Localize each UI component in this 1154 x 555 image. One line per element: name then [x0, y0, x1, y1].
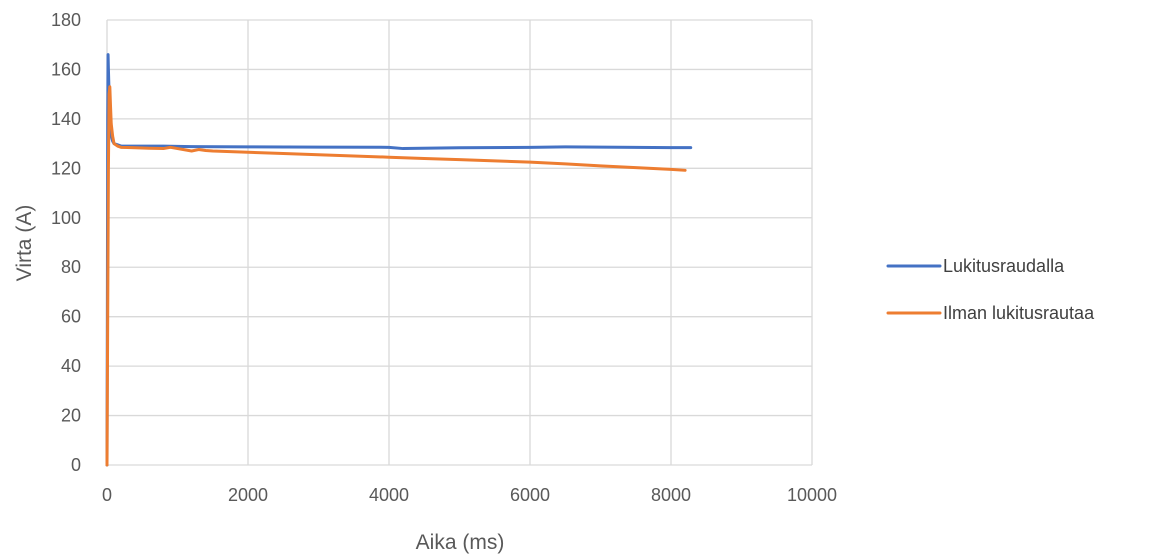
y-tick-label: 180 — [51, 10, 81, 30]
y-tick-labels: 0 20 40 60 80 100 120 140 160 180 — [51, 10, 81, 475]
y-tick-label: 160 — [51, 59, 81, 79]
x-tick-label: 4000 — [369, 485, 409, 505]
series-line-ilman-lukitusrautaa — [105, 85, 687, 467]
y-tick-label: 80 — [61, 257, 81, 277]
y-tick-label: 20 — [61, 406, 81, 426]
y-tick-label: 140 — [51, 109, 81, 129]
y-axis-title: Virta (A) — [13, 205, 36, 282]
series-line-lukitusraudalla — [105, 53, 693, 467]
legend-item-ilman-lukitusrautaa: Ilman lukitusrautaa — [886, 303, 1095, 323]
y-tick-label: 40 — [61, 356, 81, 376]
y-tick-label: 100 — [51, 208, 81, 228]
legend: Lukitusraudalla Ilman lukitusrautaa — [886, 256, 1095, 323]
legend-item-lukitusraudalla: Lukitusraudalla — [886, 256, 1065, 276]
y-tick-label: 120 — [51, 158, 81, 178]
legend-label-lukitusraudalla: Lukitusraudalla — [943, 256, 1065, 276]
x-tick-label: 6000 — [510, 485, 550, 505]
x-tick-label: 2000 — [228, 485, 268, 505]
y-tick-label: 60 — [61, 307, 81, 327]
legend-label-ilman-lukitusrautaa: Ilman lukitusrautaa — [943, 303, 1095, 323]
x-tick-labels: 0 2000 4000 6000 8000 10000 — [102, 485, 837, 505]
x-tick-label: 8000 — [651, 485, 691, 505]
grid-lines — [106, 19, 813, 466]
y-tick-label: 0 — [71, 455, 81, 475]
series-lines — [105, 53, 693, 467]
x-tick-label: 0 — [102, 485, 112, 505]
x-axis-title: Aika (ms) — [416, 531, 505, 554]
x-tick-label: 10000 — [787, 485, 837, 505]
